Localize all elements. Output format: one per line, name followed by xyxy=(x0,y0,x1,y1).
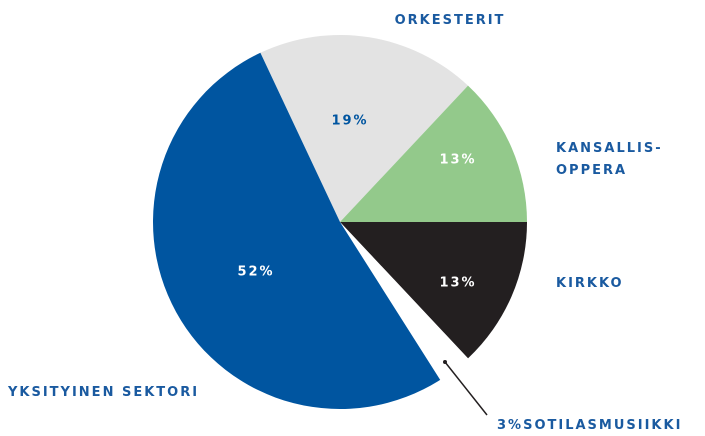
pie-slice xyxy=(153,52,441,409)
leader-line xyxy=(444,361,488,416)
value-label: 13% xyxy=(439,153,476,168)
value-label: 13% xyxy=(439,276,476,291)
value-label: 52% xyxy=(237,265,274,280)
category-label: YKSITYINEN SEKTORI xyxy=(7,385,199,400)
category-label: 3%SOTILASMUSIIKKI xyxy=(497,418,682,433)
category-line: KANSALLIS- xyxy=(556,141,663,156)
value-label: 19% xyxy=(331,114,368,129)
category-line: ORKESTERIT xyxy=(395,13,506,28)
pie-slice xyxy=(340,222,469,380)
value-label: 3% xyxy=(497,418,523,433)
category-label: KIRKKO xyxy=(556,276,624,291)
pie-slice xyxy=(260,35,469,222)
pie-slice xyxy=(340,222,528,359)
pie-slice xyxy=(340,85,527,223)
category-line: SOTILASMUSIIKKI xyxy=(523,418,682,433)
category-line: YKSITYINEN SEKTORI xyxy=(7,385,199,400)
category-line: KIRKKO xyxy=(556,276,624,291)
category-label: KANSALLIS- OPPERA xyxy=(556,141,663,178)
category-line: OPPERA xyxy=(556,163,627,178)
leader-dot xyxy=(443,360,447,364)
category-label: ORKESTERIT xyxy=(395,13,506,28)
